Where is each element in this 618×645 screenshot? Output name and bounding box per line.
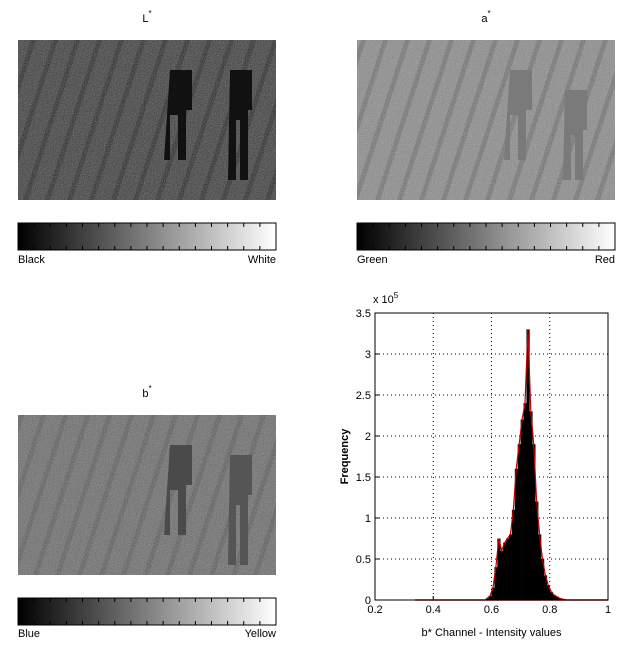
colorbar-low-label: Blue (18, 628, 40, 640)
colorbar-low-label: Black (18, 254, 45, 266)
colorbar-high-label: Red (595, 254, 615, 266)
panel-title-sup: * (149, 384, 152, 393)
bar (526, 329, 530, 600)
bar (500, 550, 504, 600)
x-tick-label: 0.6 (484, 604, 499, 616)
panel-title: b* (142, 384, 151, 400)
bar (514, 468, 519, 600)
bar (508, 534, 513, 600)
colorbar (356, 222, 616, 251)
plot-area (375, 313, 608, 600)
bar (532, 444, 536, 600)
colorbar-high-label: White (248, 254, 276, 266)
bar (552, 595, 556, 600)
bar (497, 538, 501, 600)
bar (558, 598, 562, 600)
y-tick-label: 3 (365, 349, 371, 361)
panel-title-text: L (142, 13, 148, 25)
y-tick-label: 3.5 (356, 308, 371, 320)
bar (523, 403, 527, 600)
colorbar-low-label: Green (357, 254, 388, 266)
colorbar (17, 597, 277, 626)
panel-title: L* (142, 9, 151, 25)
bar (555, 596, 559, 600)
image-a (357, 40, 615, 200)
panel-title-text: b (142, 388, 148, 400)
bar (494, 567, 498, 600)
image-L (18, 40, 276, 200)
image-b (18, 415, 276, 575)
bar (517, 444, 521, 600)
x-tick-label: 1 (605, 604, 611, 616)
y-tick-label: 2.5 (356, 390, 371, 402)
colorbar (17, 222, 277, 251)
bar (485, 598, 489, 600)
y-tick-label: 1.5 (356, 472, 371, 484)
histogram: 0.2 0.4 0.6 0.8 1 0 0.5 1 1.5 2 2.5 3 3.5x 105 b* Cha… (339, 291, 611, 639)
panel-title-text: a (481, 13, 488, 25)
bar (503, 542, 507, 600)
panel-title-sup: * (149, 9, 152, 18)
bar (549, 591, 553, 600)
bar (546, 585, 551, 600)
x-tick-label: 0.4 (426, 604, 441, 616)
y-tick-label: 0 (365, 595, 371, 607)
bar (538, 534, 542, 600)
bar (506, 538, 510, 600)
y-tick-label: 1 (365, 513, 371, 525)
multiplier-exp: 5 (394, 291, 399, 300)
axes-box (374, 312, 609, 601)
outline (486, 329, 566, 601)
x-axis-label: b* Channel - Intensity values (421, 627, 562, 639)
panel-title: a* (481, 9, 490, 25)
bar (541, 559, 545, 600)
bar (511, 509, 516, 600)
bar (491, 587, 495, 600)
bar (529, 411, 533, 600)
panel-title-sup: * (488, 9, 491, 18)
bar (520, 419, 524, 600)
y-tick-label: 2 (365, 431, 371, 443)
multiplier-text: x 10 (373, 294, 394, 306)
bar (488, 595, 492, 600)
x-tick-label: 0.2 (367, 604, 382, 616)
x-tick-label: 0.8 (542, 604, 557, 616)
bar (535, 501, 539, 600)
multiplier: x 105 (373, 291, 399, 306)
y-tick-label: 0.5 (356, 554, 371, 566)
bar (543, 575, 548, 600)
colorbar-high-label: Yellow (245, 628, 276, 640)
y-axis-label: Frequency (339, 428, 351, 485)
